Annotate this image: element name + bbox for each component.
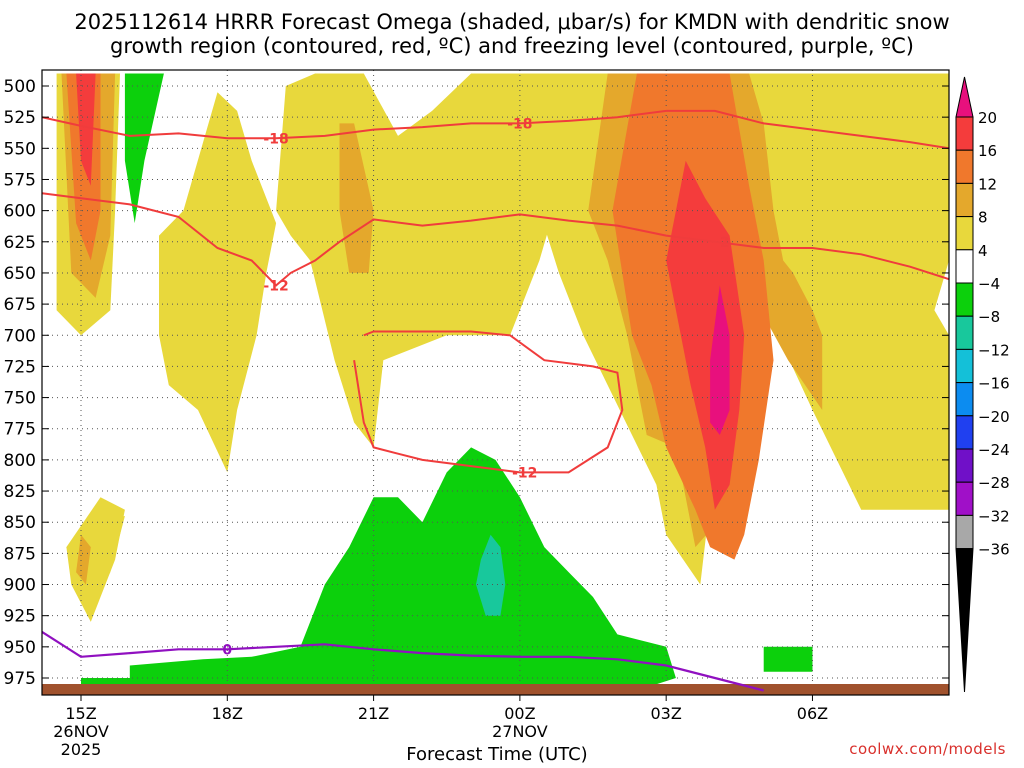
omega-region-5: [66, 497, 125, 622]
colorbar-top-arrow: [955, 76, 974, 118]
ytick-label-925: 925: [4, 607, 36, 627]
ground-strip: [42, 684, 949, 695]
ytick-label-625: 625: [4, 233, 36, 253]
ytick-label-900: 900: [4, 576, 36, 596]
colorbar-label-12: −32: [978, 507, 1010, 525]
colorbar-label-2: 12: [978, 175, 997, 193]
omega-region-3: [76, 73, 96, 186]
ytick-label-650: 650: [4, 264, 36, 284]
xtick-label-03Z: 03Z: [651, 704, 682, 723]
colorbar-box-8: [955, 348, 974, 384]
omega-region-14: [710, 285, 730, 435]
ytick-label-850: 850: [4, 513, 36, 533]
contour-lines: [42, 109, 949, 692]
omega-region-7: [159, 92, 277, 473]
colorbar-box-3: [955, 182, 974, 218]
ytick-label-825: 825: [4, 482, 36, 502]
ytick-label-725: 725: [4, 357, 36, 377]
colorbar-box-5: [955, 249, 974, 284]
xtick-date-15Z: 26NOV: [53, 722, 109, 741]
plot-frame: [41, 69, 950, 696]
contour-label-2: -12: [263, 278, 288, 294]
colorbar-label-1: 16: [978, 142, 997, 160]
colorbar-label-11: −28: [978, 474, 1010, 492]
ytick-label-525: 525: [4, 108, 36, 128]
ytick-label-800: 800: [4, 451, 36, 471]
colorbar-bottom-arrow: [955, 548, 974, 693]
colorbar-box-7: [955, 315, 974, 350]
contour-label-4: -12: [512, 465, 537, 481]
contour-label-1: -18: [507, 116, 532, 132]
colorbar-box-10: [955, 415, 974, 450]
colorbar-label-8: −16: [978, 375, 1010, 393]
grid-lines: [42, 70, 949, 695]
dgz-contour-2: [353, 330, 624, 474]
ytick-label-500: 500: [4, 77, 36, 97]
xtick-date-00Z: 27NOV: [492, 722, 548, 741]
colorbar-label-7: −12: [978, 341, 1010, 359]
ytick-label-700: 700: [4, 326, 36, 346]
colorbar-label-5: −4: [978, 275, 1000, 293]
colorbar-box-12: [955, 481, 974, 516]
xtick-label-15Z: 15Z: [65, 704, 96, 723]
contour-label-0: -18: [263, 131, 288, 147]
dgz-contour-1: [42, 192, 949, 287]
chart-title-line-2: growth region (contoured, red, ºC) and f…: [110, 34, 914, 58]
colorbar-label-4: 4: [978, 242, 988, 260]
dgz-contour-0: [42, 109, 949, 150]
omega-region-18: [763, 646, 813, 672]
colorbar-label-9: −20: [978, 408, 1010, 426]
omega-region-16: [81, 447, 676, 691]
ytick-label-675: 675: [4, 295, 36, 315]
colorbar: 20 16 12 8 4 −4 −8 −12 −16 −20 −24 −28 −32 −36: [955, 76, 1010, 693]
ytick-label-575: 575: [4, 170, 36, 190]
xtick-year-15Z: 2025: [61, 740, 102, 759]
colorbar-box-11: [955, 448, 974, 483]
contour-label-3: 2: [720, 235, 730, 251]
colorbar-label-3: 8: [978, 209, 988, 227]
omega-region-17: [476, 534, 506, 616]
ytick-label-950: 950: [4, 638, 36, 658]
xtick-label-06Z: 06Z: [797, 704, 828, 723]
ytick-label-550: 550: [4, 139, 36, 159]
colorbar-box-1: [955, 116, 974, 151]
colorbar-label-0: 20: [978, 109, 997, 127]
ytick-label-600: 600: [4, 202, 36, 222]
chart-title-line-1: 2025112614 HRRR Forecast Omega (shaded, …: [74, 10, 950, 34]
ytick-label-875: 875: [4, 544, 36, 564]
colorbar-box-9: [955, 382, 974, 417]
contour-label-5: 0: [222, 642, 232, 658]
xtick-label-18Z: 18Z: [212, 704, 243, 723]
colorbar-box-6: [955, 282, 974, 317]
freezing-level-contour: [42, 630, 764, 692]
credit-text: coolwx.com/models: [849, 740, 1006, 758]
colorbar-label-13: −36: [978, 541, 1010, 559]
axes: -18 -18 -12 2 -12 0 500 525 550 575 600 625 650 675 70…: [4, 69, 950, 759]
ytick-label-750: 750: [4, 389, 36, 409]
xtick-label-00Z: 00Z: [504, 704, 535, 723]
colorbar-box-13: [955, 514, 974, 550]
omega-shading: [56, 73, 949, 691]
xtick-label-21Z: 21Z: [358, 704, 389, 723]
ytick-label-975: 975: [4, 669, 36, 689]
ground-fill: [42, 684, 949, 695]
omega-region-15: [124, 73, 164, 224]
colorbar-label-10: −24: [978, 441, 1010, 459]
colorbar-box-4: [955, 216, 974, 251]
omega-region-6: [76, 534, 91, 585]
colorbar-box-2: [955, 149, 974, 184]
colorbar-label-6: −8: [978, 308, 1000, 326]
x-axis-label: Forecast Time (UTC): [406, 744, 588, 765]
ytick-label-775: 775: [4, 420, 36, 440]
